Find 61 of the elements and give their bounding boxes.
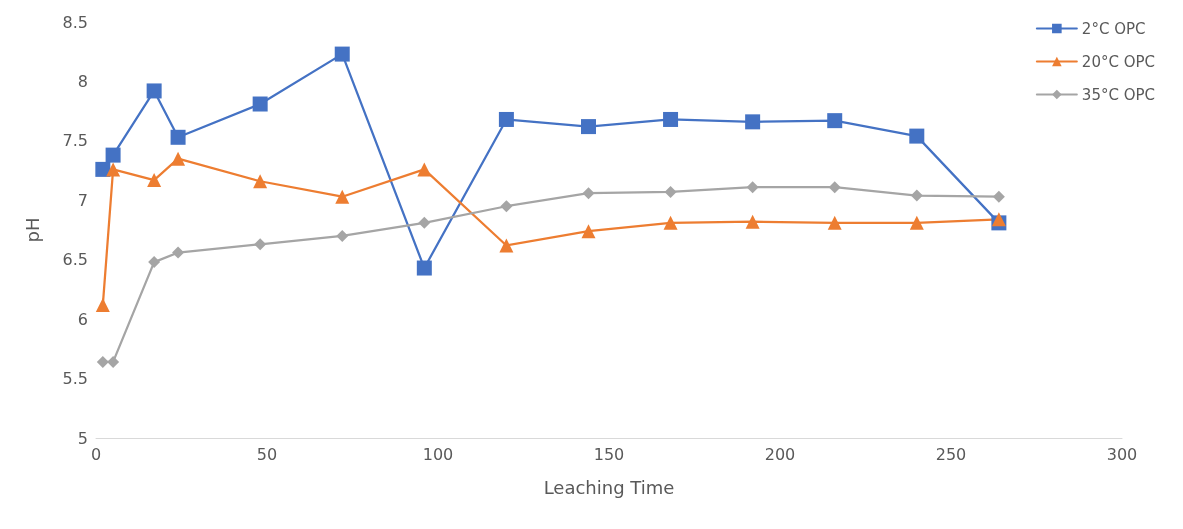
x-tick-label: 0 [90, 444, 102, 464]
legend-label: 20°C OPC [1081, 52, 1155, 71]
x-axis-title: Leaching Time [543, 476, 675, 498]
point [335, 189, 350, 204]
point [107, 355, 120, 368]
y-tick-label: 5 [77, 428, 88, 448]
point [147, 173, 162, 188]
y-tick-label: 6.5 [62, 250, 88, 270]
y-tick-label: 7 [77, 190, 88, 210]
x-tick-label: 150 [593, 444, 625, 464]
point [254, 238, 267, 251]
y-tick-label: 6 [77, 309, 88, 329]
point [416, 260, 432, 276]
point [663, 111, 679, 127]
point [991, 212, 1006, 227]
point [663, 215, 678, 230]
point [417, 162, 432, 177]
point [664, 185, 677, 198]
y-tick-label: 7.5 [62, 131, 88, 151]
point [106, 162, 121, 177]
point [95, 161, 111, 177]
point [170, 129, 186, 145]
point [582, 187, 595, 200]
point [498, 111, 514, 127]
point [581, 224, 596, 239]
point [745, 114, 761, 130]
point [580, 119, 596, 135]
point [992, 190, 1005, 203]
point [909, 128, 925, 144]
x-tick-label: 50 [256, 444, 278, 464]
point [146, 83, 162, 99]
x-tick-label: 250 [935, 444, 967, 464]
point [500, 200, 513, 213]
point [96, 355, 109, 368]
point [827, 215, 842, 230]
point [336, 229, 349, 242]
point [172, 246, 185, 259]
point [148, 256, 161, 269]
point [827, 113, 843, 129]
point [828, 181, 841, 194]
legend-label: 2°C OPC [1081, 19, 1146, 38]
y-tick-label: 8.5 [62, 12, 88, 32]
x-tick-label: 300 [1106, 444, 1138, 464]
y-axis-title: pH [21, 217, 43, 243]
point [499, 238, 514, 253]
point [746, 181, 759, 194]
point [418, 216, 431, 229]
point [95, 297, 110, 312]
y-tick-label: 5.5 [62, 369, 88, 389]
point [171, 151, 186, 166]
legend-label: 35°C OPC [1081, 85, 1155, 104]
point [909, 215, 924, 230]
y-tick-label: 8 [77, 71, 88, 91]
point [910, 189, 923, 202]
point [253, 174, 268, 189]
x-tick-label: 100 [422, 444, 454, 464]
point [745, 214, 760, 229]
point [252, 96, 268, 112]
point [105, 147, 121, 163]
x-tick-label: 200 [764, 444, 796, 464]
point [334, 46, 350, 62]
